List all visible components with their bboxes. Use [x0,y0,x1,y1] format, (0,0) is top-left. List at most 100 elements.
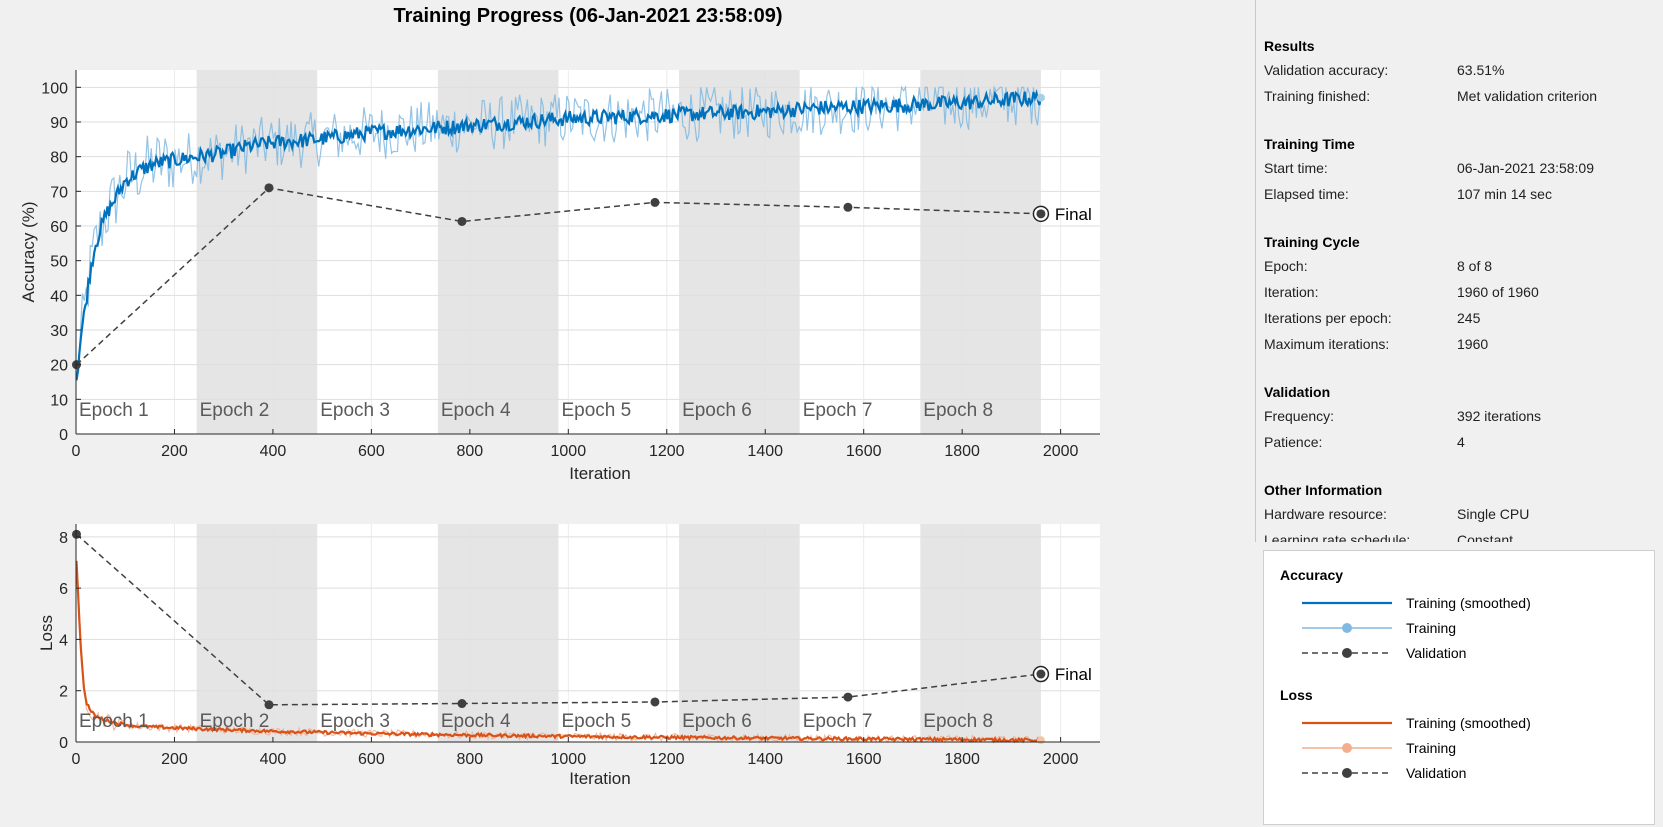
legend-group-heading: Accuracy [1280,567,1344,583]
info-value: 4 [1457,434,1465,450]
y-tick-label: 20 [50,358,68,375]
epoch-label: Epoch 3 [320,400,390,421]
info-key: Validation accuracy: [1264,62,1389,78]
epoch-label: Epoch 4 [441,400,511,421]
legend-item: Validation [1302,763,1652,783]
accuracy-training-end-marker [1036,93,1045,102]
legend-item-label: Validation [1406,765,1467,781]
y-tick-label: 0 [59,735,68,752]
info-value: 392 iterations [1457,408,1542,424]
info-key: Iterations per epoch: [1264,310,1392,326]
x-tick-label: 400 [260,751,287,768]
x-tick-label: 1200 [649,751,685,768]
loss-axes: Final Epoch 1 Epoch 2 Epoch 3 Epoch 4 Epoch 5… [37,524,1100,788]
info-section-heading: Results [1264,38,1315,54]
legend-item-label: Training (smoothed) [1406,715,1531,731]
validation-point [843,692,853,702]
epoch-label: Epoch 5 [561,400,631,421]
accuracy-validation-line [75,187,1041,366]
y-tick-label: 4 [59,632,68,649]
x-tick-label: 1000 [551,751,587,768]
info-key: Learning rate schedule: [1264,532,1411,542]
info-row: Iteration: 1960 of 1960 [1264,282,1662,308]
x-tick-label: 2000 [1043,751,1079,768]
final-label: Final [1055,665,1092,684]
info-key: Elapsed time: [1264,186,1349,202]
info-section-heading: Validation [1264,384,1331,400]
x-tick-label: 1800 [944,751,980,768]
x-tick-label: 400 [260,443,287,460]
epoch-label: Epoch 3 [320,711,390,732]
legend-item-label: Training (smoothed) [1406,595,1531,611]
info-key: Patience: [1264,434,1323,450]
info-section: Other Information Hardware resource: Singl… [1256,482,1662,542]
x-tick-label: 1000 [551,443,587,460]
x-axis-label: Iteration [569,769,630,788]
epoch-label: Epoch 2 [200,400,270,421]
x-tick-label: 1600 [846,751,882,768]
info-value: 107 min 14 sec [1457,186,1552,202]
y-axis-label: Loss [37,615,56,651]
legend-swatch [1302,743,1392,753]
epoch-band [196,70,318,434]
info-section: Training Cycle Epoch: 8 of 8 Iteration: 1960… [1256,234,1662,360]
y-tick-label: 0 [59,427,68,444]
y-tick-label: 30 [50,323,68,340]
y-tick-label: 50 [50,254,68,271]
y-tick-label: 70 [50,184,68,201]
validation-point [1036,209,1046,219]
validation-point [650,697,660,707]
epoch-band [920,70,1041,434]
y-tick-label: 60 [50,219,68,236]
info-section: Results Validation accuracy: 63.51% Trainin… [1256,38,1662,112]
epoch-band [437,524,559,742]
epoch-label: Epoch 1 [79,711,149,732]
epoch-label: Epoch 7 [803,400,873,421]
y-tick-label: 40 [50,288,68,305]
legend: Accuracy Training (smoothed) Training Valid… [1263,550,1655,825]
legend-swatch [1302,768,1392,778]
legend-item-label: Training [1406,740,1457,756]
epoch-label: Epoch 1 [79,400,149,421]
info-key: Maximum iterations: [1264,336,1390,352]
legend-item: Training [1302,738,1652,758]
info-key: Hardware resource: [1264,506,1387,522]
y-tick-label: 2 [59,684,68,701]
info-value: 8 of 8 [1457,258,1493,274]
info-value: 06-Jan-2021 23:58:09 [1457,160,1594,176]
y-axis-label: Accuracy (%) [19,201,38,302]
epoch-label: Epoch 2 [200,711,270,732]
y-tick-label: 80 [50,150,68,167]
epoch-band [196,524,318,742]
info-section-heading: Training Cycle [1264,234,1360,250]
validation-point [457,699,467,709]
info-key: Iteration: [1264,284,1319,300]
info-row: Start time: 06-Jan-2021 23:58:09 [1264,158,1662,184]
info-key: Start time: [1264,160,1328,176]
info-value: 245 [1457,310,1481,326]
info-row: Validation accuracy: 63.51% [1264,60,1662,86]
y-tick-label: 8 [59,530,68,547]
epoch-label: Epoch 8 [923,711,993,732]
x-tick-label: 0 [72,443,81,460]
legend-group-heading: Loss [1280,687,1313,703]
epoch-label: Epoch 7 [803,711,873,732]
accuracy-training-smoothed-line [75,88,1042,381]
loss-training-end-marker [1036,736,1045,745]
training-info-panel[interactable]: Results Validation accuracy: 63.51% Trainin… [1255,0,1662,542]
info-row: Training finished: Met validation criteri… [1264,86,1662,112]
legend-swatch [1302,721,1392,725]
x-axis-label: Iteration [569,464,630,483]
info-row: Patience: 4 [1264,432,1662,458]
accuracy-axes: Final Epoch 1 Epoch 2 Epoch 3 Epoch 4 Epoch 5… [19,70,1100,483]
info-row: Elapsed time: 107 min 14 sec [1264,184,1662,210]
legend-swatch [1302,601,1392,605]
info-section: Validation Frequency: 392 iterations Patien… [1256,384,1662,458]
validation-point [264,183,274,193]
info-section: Training Time Start time: 06-Jan-2021 23:5… [1256,136,1662,210]
x-tick-label: 2000 [1043,443,1079,460]
x-tick-label: 0 [72,751,81,768]
info-row: Hardware resource: Single CPU [1264,504,1662,530]
epoch-label: Epoch 6 [682,711,752,732]
info-row: Iterations per epoch: 245 [1264,308,1662,334]
